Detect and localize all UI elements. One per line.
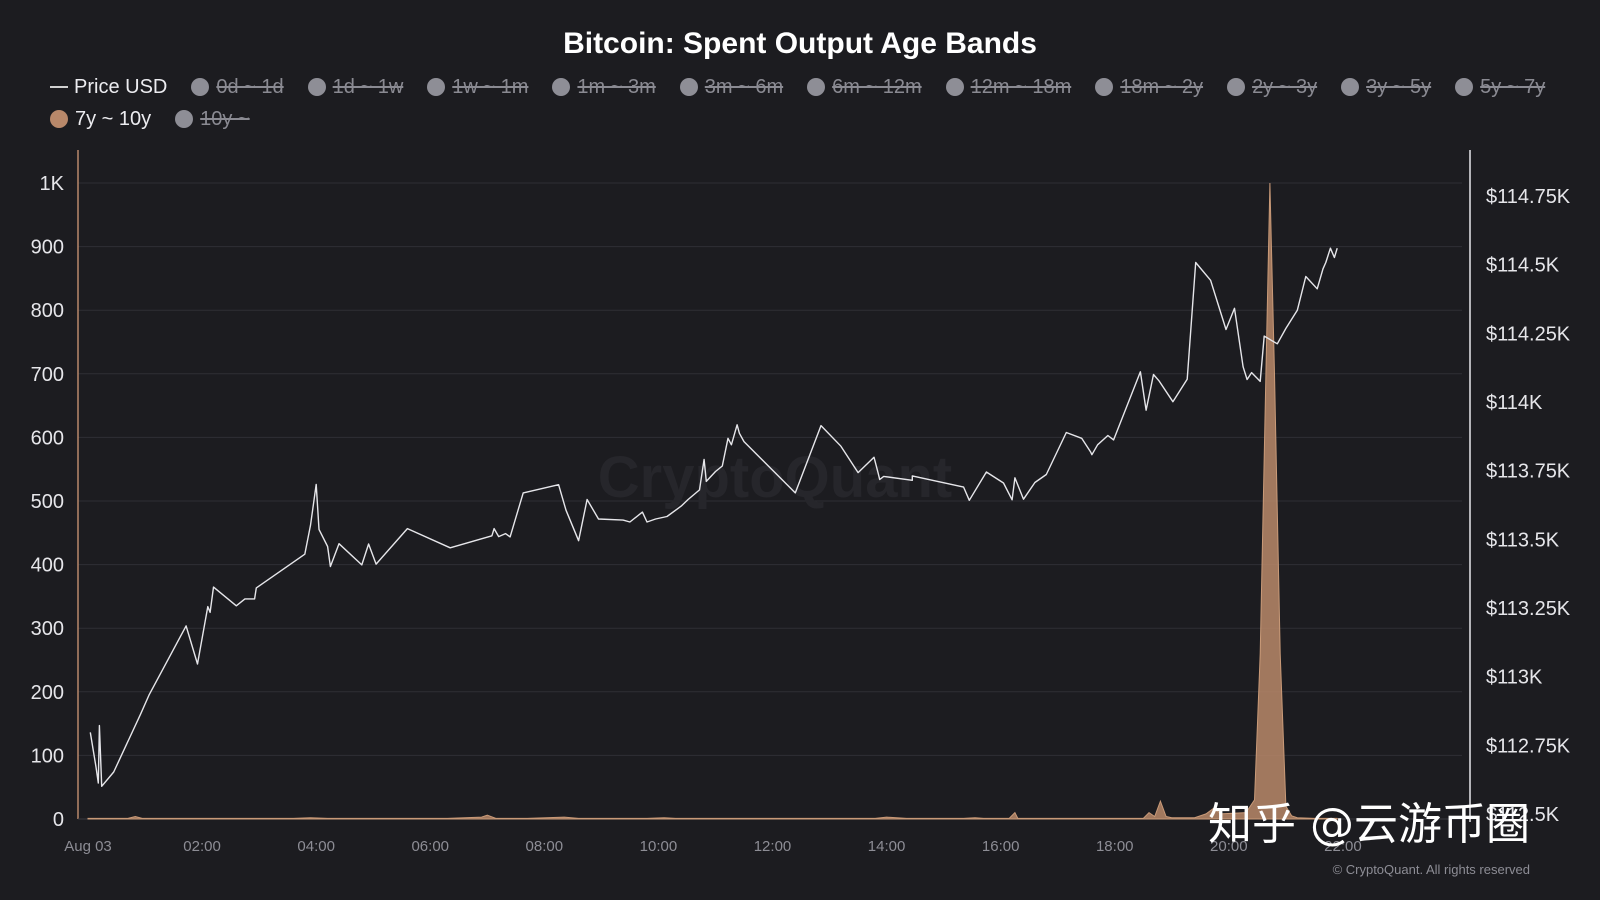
legend-item[interactable]: 1d ~ 1w xyxy=(307,74,404,100)
y-right-tick-label: $112.75K xyxy=(1486,735,1571,757)
legend-item[interactable]: 12m ~ 18m xyxy=(945,74,1072,100)
legend-item[interactable]: 6m ~ 12m xyxy=(807,74,922,100)
legend-label: 1w ~ 1m xyxy=(452,75,529,98)
x-tick-label: 18:00 xyxy=(1096,838,1134,855)
y-right-tick-label: $113.75K xyxy=(1486,461,1571,483)
legend-dot-icon xyxy=(807,78,826,96)
y-right-tick-label: $113.25K xyxy=(1486,598,1571,620)
legend-label: 12m ~ 18m xyxy=(970,75,1072,98)
y-right-tick-label: $114.5K xyxy=(1486,255,1560,277)
legend-label: 0d ~ 1d xyxy=(216,75,284,98)
legend-label: 10y ~ xyxy=(200,107,250,130)
legend-dot-icon xyxy=(191,78,210,96)
x-tick-label: 10:00 xyxy=(640,838,678,855)
legend-label: Price USD xyxy=(74,75,168,98)
legend-item[interactable]: 3m ~ 6m xyxy=(679,74,784,100)
x-tick-label: 14:00 xyxy=(868,838,906,855)
legend-dot-icon xyxy=(307,78,326,96)
legend-dot-icon xyxy=(175,110,194,128)
legend-dot-icon xyxy=(679,78,698,96)
y-left-tick-label: 0 xyxy=(53,809,64,831)
y-left-tick-label: 100 xyxy=(31,745,64,767)
legend-label: 5y ~ 7y xyxy=(1480,75,1546,98)
legend-dot-icon xyxy=(552,78,571,96)
legend-line-swatch xyxy=(50,86,68,88)
legend-label: 6m ~ 12m xyxy=(832,75,922,98)
x-tick-label: 08:00 xyxy=(526,838,564,855)
chart-legend: Price USD 0d ~ 1d 1d ~ 1w 1w ~ 1m 1m ~ 3m 3m … xyxy=(50,74,1570,132)
series-line-price-usd xyxy=(89,247,1338,787)
legend-dot-icon xyxy=(945,78,964,96)
series-area-7y-10y xyxy=(87,182,1338,820)
x-tick-label: 06:00 xyxy=(411,838,449,855)
legend-dot-icon xyxy=(50,110,68,128)
y-left-tick-label: 1K xyxy=(40,173,65,195)
legend-label: 3y ~ 5y xyxy=(1366,75,1432,98)
y-left-tick-label: 300 xyxy=(31,618,64,640)
legend-item[interactable]: 0d ~ 1d xyxy=(191,74,284,100)
y-right-tick-label: $113K xyxy=(1486,667,1543,689)
y-right-tick-label: $112.5K xyxy=(1486,804,1560,826)
y-right-tick-label: $113.5K xyxy=(1486,529,1560,551)
legend-label: 3m ~ 6m xyxy=(704,75,784,98)
y-left-tick-label: 500 xyxy=(31,491,64,513)
legend-item[interactable]: 7y ~ 10y xyxy=(50,106,151,132)
copyright-text: © CryptoQuant. All rights reserved xyxy=(1332,862,1530,877)
legend-label: 1d ~ 1w xyxy=(332,75,404,98)
y-left-tick-label: 900 xyxy=(31,237,64,259)
legend-item[interactable]: 18m ~ 2y xyxy=(1095,74,1203,100)
legend-label: 7y ~ 10y xyxy=(75,107,152,130)
x-tick-label: Aug 03 xyxy=(64,838,112,855)
x-tick-label: 16:00 xyxy=(982,838,1020,855)
legend-label: 18m ~ 2y xyxy=(1120,75,1204,98)
legend-item[interactable]: 1m ~ 3m xyxy=(552,74,656,100)
x-tick-label: 02:00 xyxy=(183,838,221,855)
y-right-tick-label: $114.75K xyxy=(1486,186,1571,208)
legend-label: 1m ~ 3m xyxy=(577,75,656,98)
x-tick-label: 12:00 xyxy=(754,838,792,855)
legend-dot-icon xyxy=(1341,78,1360,96)
y-left-tick-label: 200 xyxy=(31,682,64,704)
legend-dot-icon xyxy=(1455,78,1474,96)
x-tick-label: 04:00 xyxy=(297,838,335,855)
y-left-tick-label: 700 xyxy=(31,364,64,386)
x-tick-label: 22:00 xyxy=(1324,838,1362,855)
watermark-text: CryptoQuant xyxy=(598,445,952,510)
y-left-tick-label: 800 xyxy=(31,300,64,322)
y-right-tick-label: $114.25K xyxy=(1486,323,1571,345)
legend-label: 2y ~ 3y xyxy=(1252,75,1318,98)
legend-item[interactable]: 1w ~ 1m xyxy=(427,74,528,100)
y-left-tick-label: 400 xyxy=(31,555,64,577)
legend-dot-icon xyxy=(427,78,446,96)
y-right-tick-label: $114K xyxy=(1486,392,1543,414)
legend-dot-icon xyxy=(1095,78,1114,96)
legend-item[interactable]: 5y ~ 7y xyxy=(1455,74,1545,100)
legend-item[interactable]: 2y ~ 3y xyxy=(1227,74,1317,100)
x-tick-label: 20:00 xyxy=(1210,838,1248,855)
overlay-watermark-text: 知乎 @云游币圈 xyxy=(1208,799,1530,850)
legend-dot-icon xyxy=(1227,78,1246,96)
y-left-tick-label: 600 xyxy=(31,427,64,449)
legend-item[interactable]: 10y ~ xyxy=(175,106,250,132)
chart-title: Bitcoin: Spent Output Age Bands xyxy=(563,27,1037,60)
legend-item[interactable]: Price USD xyxy=(50,74,167,100)
legend-item[interactable]: 3y ~ 5y xyxy=(1341,74,1431,100)
